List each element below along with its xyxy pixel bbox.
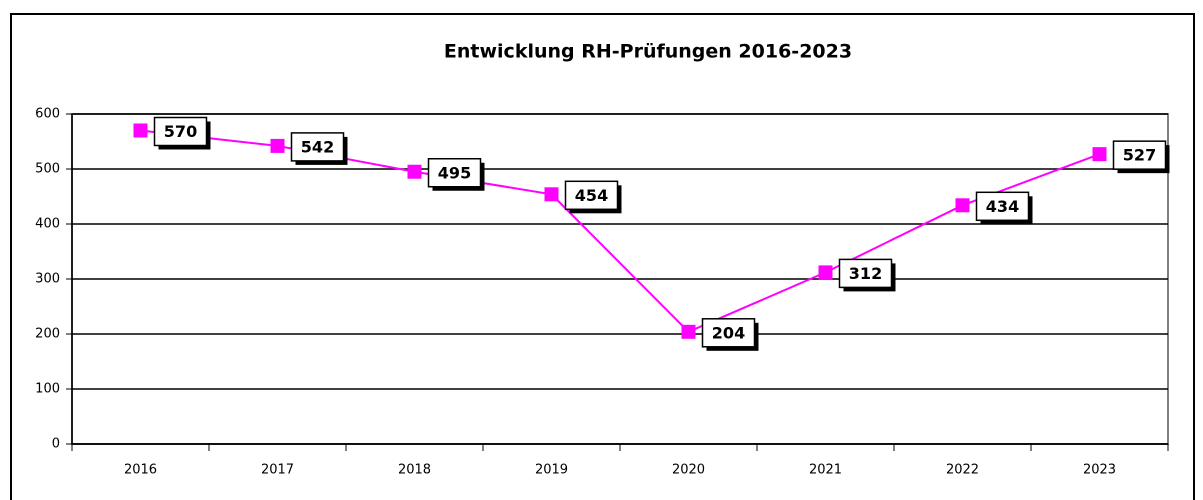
marker bbox=[407, 164, 422, 179]
x-tick-label: 2023 bbox=[1083, 463, 1116, 478]
y-tick-label: 100 bbox=[35, 382, 60, 397]
y-tick-label: 400 bbox=[35, 217, 60, 232]
x-tick-label: 2020 bbox=[672, 463, 705, 478]
x-tick-label: 2017 bbox=[261, 463, 294, 478]
marker bbox=[133, 123, 148, 138]
data-label: 454 bbox=[575, 186, 608, 205]
y-tick-label: 200 bbox=[35, 327, 60, 342]
marker bbox=[1092, 147, 1107, 162]
data-label: 434 bbox=[986, 197, 1019, 216]
data-label: 542 bbox=[301, 137, 334, 156]
label-box bbox=[701, 318, 756, 348]
x-tick-label: 2021 bbox=[809, 463, 842, 478]
label-box bbox=[427, 158, 482, 188]
label-box bbox=[838, 258, 893, 289]
marker bbox=[544, 187, 559, 202]
y-tick-label: 600 bbox=[35, 107, 60, 122]
label-box bbox=[1112, 140, 1167, 170]
y-tick-label: 500 bbox=[35, 162, 60, 177]
x-tick-label: 2018 bbox=[398, 463, 431, 478]
label-box bbox=[153, 116, 208, 147]
y-tick-label: 300 bbox=[35, 272, 60, 287]
label-box bbox=[290, 132, 345, 162]
data-label: 570 bbox=[164, 122, 197, 141]
y-tick-label: 0 bbox=[52, 437, 60, 452]
data-label: 312 bbox=[849, 264, 882, 283]
data-label: 527 bbox=[1123, 146, 1156, 165]
data-label: 204 bbox=[712, 323, 745, 342]
label-box bbox=[975, 191, 1030, 222]
marker bbox=[818, 265, 833, 280]
chart-title: Entwicklung RH-Prüfungen 2016-2023 bbox=[444, 41, 852, 63]
marker bbox=[270, 138, 285, 153]
marker bbox=[955, 198, 970, 213]
x-tick-label: 2016 bbox=[124, 463, 157, 478]
marker bbox=[681, 324, 696, 339]
data-label: 495 bbox=[438, 163, 471, 182]
x-tick-label: 2022 bbox=[946, 463, 979, 478]
x-tick-label: 2019 bbox=[535, 463, 568, 478]
label-box bbox=[564, 180, 619, 211]
